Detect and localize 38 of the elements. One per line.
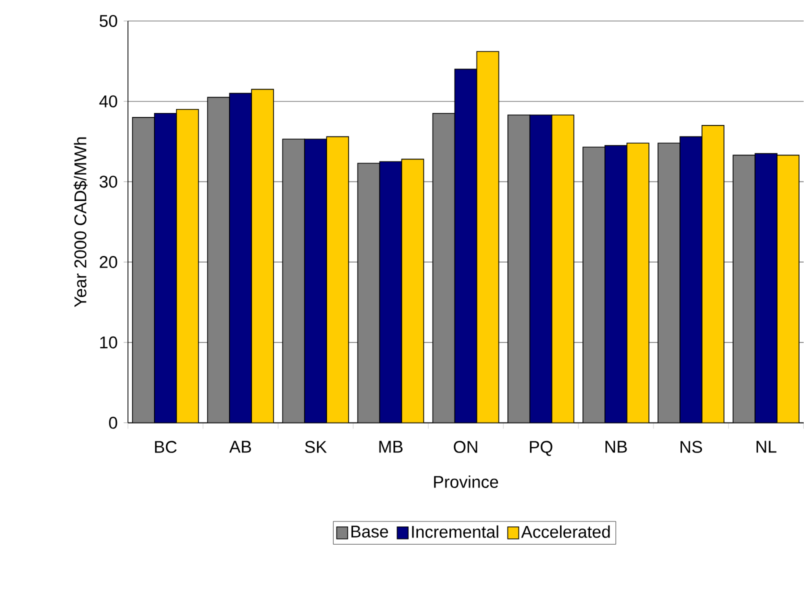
y-tick-label: 0	[109, 416, 118, 429]
bar	[154, 114, 176, 423]
y-tick-label: 30	[100, 176, 118, 188]
bar	[476, 52, 499, 423]
bar	[304, 139, 327, 423]
bar	[680, 136, 702, 423]
bar	[626, 143, 649, 423]
x-tick-label: NL	[756, 441, 776, 453]
x-tick-label: AB	[229, 441, 251, 453]
bar	[604, 146, 627, 423]
y-tick-label: 50	[100, 15, 118, 28]
y-tick-label: 40	[99, 95, 118, 108]
bar	[754, 153, 778, 423]
x-axis-title: Province	[434, 476, 498, 488]
y-tick-label: 10	[100, 336, 118, 349]
legend-label: Base	[351, 526, 388, 538]
bar	[702, 126, 724, 423]
bar	[454, 69, 477, 423]
bar	[776, 154, 800, 423]
legend-label: Incremental	[412, 526, 498, 538]
bar	[380, 162, 402, 423]
x-tick-label: MB	[379, 441, 403, 453]
legend-label: Accelerated	[521, 526, 610, 538]
bar	[176, 110, 198, 423]
y-axis-title: Year 2000 CAD$/MWh	[74, 138, 88, 308]
bar	[230, 93, 252, 423]
bar	[552, 115, 574, 423]
bar	[326, 136, 349, 423]
x-tick-label: NB	[606, 441, 627, 453]
x-tick-label: SK	[305, 441, 327, 454]
bar	[402, 159, 424, 423]
bar	[530, 115, 552, 423]
x-tick-label: NS	[680, 441, 702, 454]
x-tick-label: BC	[155, 441, 177, 454]
y-tick-label: 20	[100, 256, 118, 268]
bar	[252, 89, 274, 423]
x-tick-label: PQ	[530, 441, 552, 456]
x-tick-label: ON	[454, 441, 478, 454]
